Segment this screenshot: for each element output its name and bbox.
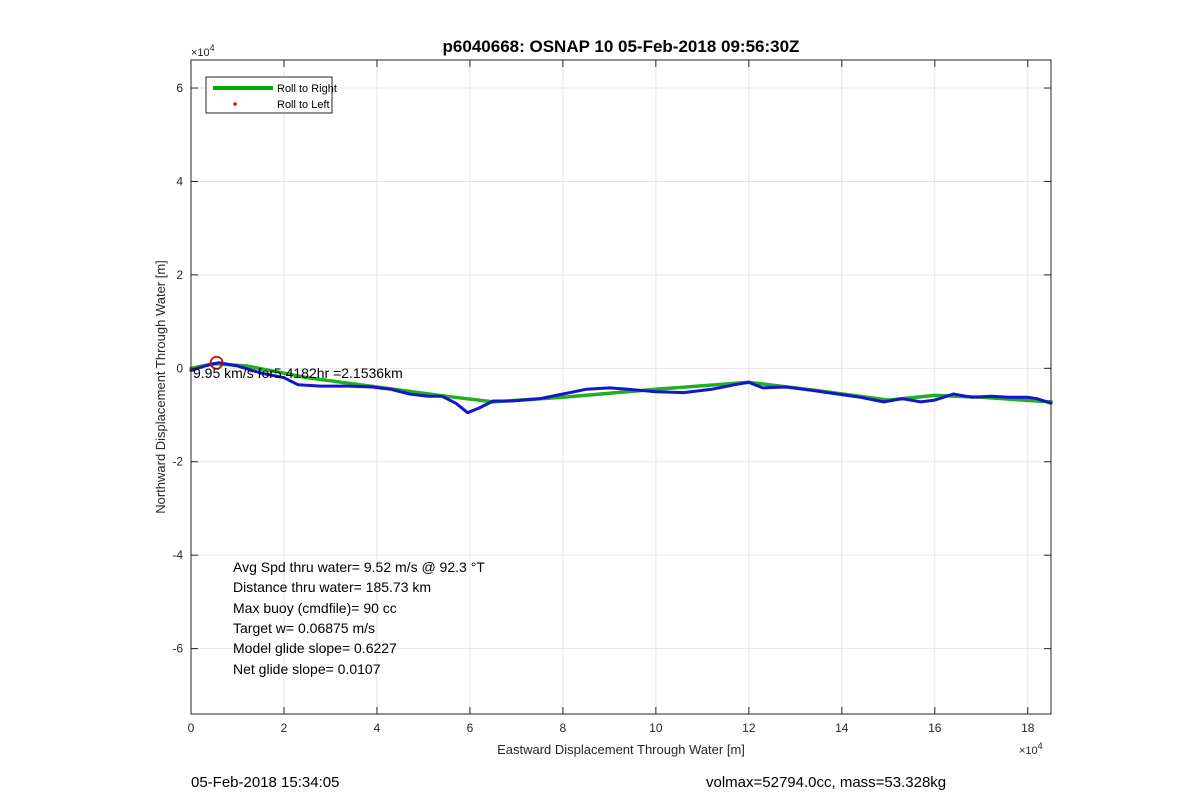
x-tick-label: 10 [649,721,663,735]
y-tick-label: 0 [176,361,183,375]
y-tick-label: -2 [172,455,183,469]
x-axis-label: Eastward Displacement Through Water [m] [497,742,745,757]
series-line-trajectory [189,361,1053,415]
footer-volmax-mass: volmax=52794.0cc, mass=53.328kg [706,774,947,791]
legend-dot-swatch [233,102,237,106]
axes-box [190,59,1052,715]
start-marker-circle [209,355,224,370]
legend-label-roll-left: Roll to Left [277,99,330,111]
x-tick-label: 6 [467,721,474,735]
stats-block: Avg Spd thru water= 9.52 m/s @ 92.3 °T D… [233,559,485,677]
x-tick-label: 0 [188,721,195,735]
chart-title: p6040668: OSNAP 10 05-Feb-2018 09:56:30Z [443,37,800,56]
x-exponent-power: 4 [1038,741,1043,751]
y-exponent-power: 4 [210,43,215,53]
svg-text:×104: ×104 [1019,741,1043,757]
stat-target-w: Target w= 0.06875 m/s [233,620,375,636]
x-tick-label: 8 [560,721,567,735]
stat-avg-speed: Avg Spd thru water= 9.52 m/s @ 92.3 °T [233,559,485,575]
y-tick-label: 2 [176,268,183,282]
legend: Roll to Right Roll to Left [205,76,337,114]
x-tick-label: 18 [1021,721,1035,735]
trajectory-chart: 0 2 4 6 8 10 12 14 16 18 -6 -4 -2 0 2 4 6 p6040668: OSNA… [153,37,1053,757]
footer-timestamp: 05-Feb-2018 15:34:05 [191,774,340,791]
series-line-roll-to-right [189,361,1053,404]
y-tick-label: -4 [172,548,183,562]
x-tick-label: 2 [281,721,288,735]
y-tick-label: -6 [172,642,183,656]
y-exponent: ×104 [191,43,215,59]
stat-model-glide: Model glide slope= 0.6227 [233,640,397,656]
stat-net-glide: Net glide slope= 0.0107 [233,661,381,677]
x-exponent: ×104 [1019,741,1043,757]
current-annotation: 9.95 km/s for5.4182hr =2.1536km [193,365,403,381]
grid-lines [191,60,1051,714]
x-tick-label: 16 [928,721,942,735]
x-tick-label: 12 [742,721,756,735]
svg-text:×104: ×104 [191,43,215,59]
legend-label-roll-right: Roll to Right [277,83,337,95]
series-group [189,355,1053,415]
stat-max-buoy: Max buoy (cmdfile)= 90 cc [233,600,397,616]
stat-distance: Distance thru water= 185.73 km [233,579,431,595]
x-tick-label: 14 [835,721,849,735]
x-tick-label: 4 [374,721,381,735]
legend-box [205,76,333,114]
x-exponent-base: ×10 [1019,745,1038,757]
y-exponent-base: ×10 [191,47,210,59]
y-tick-label: 6 [176,81,183,95]
y-tick-label: 4 [176,174,183,188]
y-axis-label: Northward Displacement Through Water [m] [153,260,168,514]
